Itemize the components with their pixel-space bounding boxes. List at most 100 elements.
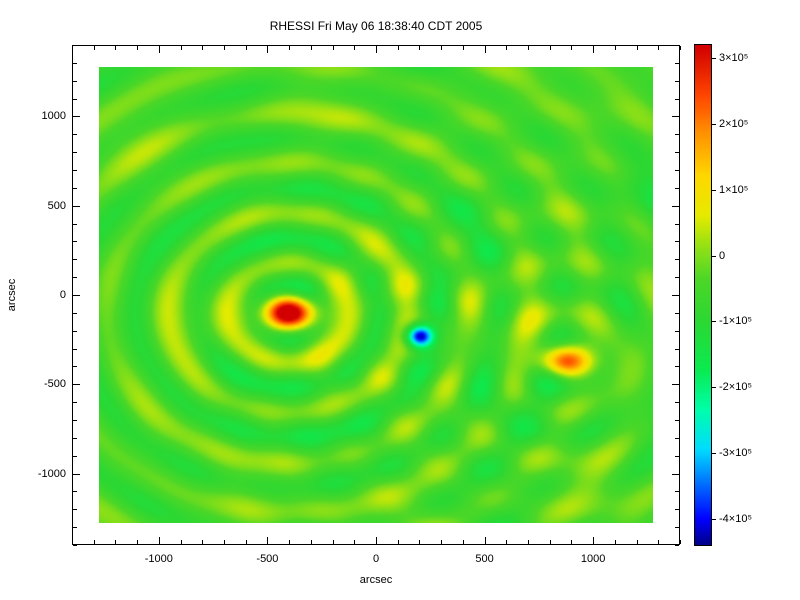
- y-minor-tick-left: [73, 348, 77, 350]
- x-minor-tick-top: [614, 46, 616, 50]
- x-minor-tick-top: [506, 46, 508, 50]
- x-major-tick-bottom: [267, 537, 269, 544]
- y-major-tick-left: [73, 205, 80, 207]
- y-minor-tick-right: [675, 366, 679, 368]
- x-minor-tick-bottom: [202, 540, 204, 544]
- x-minor-tick-top: [441, 46, 443, 50]
- x-minor-tick-bottom: [571, 540, 573, 544]
- x-minor-tick-bottom: [332, 540, 334, 544]
- y-minor-tick-right: [675, 62, 679, 64]
- colorbar-tick-label: -3×10⁵: [719, 446, 752, 459]
- colorbar-tick-mark: [712, 58, 716, 60]
- x-minor-tick-bottom: [137, 540, 139, 544]
- heatmap-image: [99, 67, 653, 523]
- y-minor-tick-left: [73, 545, 77, 546]
- colorbar-tick-mark: [712, 518, 716, 520]
- x-minor-tick-bottom: [419, 540, 421, 544]
- x-minor-tick-top: [658, 46, 660, 50]
- y-minor-tick-right: [675, 455, 679, 457]
- y-minor-tick-left: [73, 45, 77, 46]
- x-tick-label: 500: [475, 553, 494, 565]
- y-minor-tick-left: [73, 259, 77, 261]
- y-minor-tick-right: [675, 170, 679, 171]
- x-minor-tick-bottom: [680, 540, 681, 544]
- y-minor-tick-right: [675, 437, 679, 439]
- colorbar-tick-label: -1×10⁵: [719, 315, 752, 328]
- x-minor-tick-top: [636, 46, 638, 50]
- x-minor-tick-top: [332, 46, 334, 50]
- y-minor-tick-left: [73, 366, 77, 368]
- colorbar-frame: [694, 44, 712, 546]
- y-major-tick-right: [672, 473, 679, 475]
- y-minor-tick-left: [73, 241, 77, 243]
- y-minor-tick-right: [675, 420, 679, 421]
- x-minor-tick-bottom: [397, 540, 399, 544]
- y-tick-label: 500: [47, 199, 66, 212]
- y-major-tick-right: [672, 384, 679, 386]
- colorbar-tick-label: 3×10⁵: [719, 52, 749, 65]
- colorbar-tick-mark: [712, 387, 716, 389]
- y-major-tick-left: [73, 473, 80, 475]
- x-major-tick-bottom: [376, 537, 377, 544]
- y-minor-tick-right: [675, 223, 679, 225]
- x-minor-tick-bottom: [93, 540, 95, 544]
- x-minor-tick-top: [419, 46, 421, 50]
- x-minor-tick-bottom: [528, 540, 529, 544]
- y-major-tick-right: [672, 116, 679, 118]
- y-tick-label: -500: [43, 378, 66, 391]
- y-major-tick-left: [73, 116, 80, 118]
- x-minor-tick-bottom: [549, 540, 551, 544]
- x-minor-tick-top: [72, 46, 73, 50]
- y-major-tick-left: [73, 295, 80, 296]
- y-minor-tick-right: [675, 348, 679, 350]
- colorbar-gradient: [695, 45, 711, 545]
- y-minor-tick-left: [73, 491, 77, 493]
- x-minor-tick-bottom: [636, 540, 638, 544]
- y-minor-tick-left: [73, 420, 77, 421]
- y-minor-tick-left: [73, 187, 77, 189]
- x-major-tick-bottom: [484, 537, 486, 544]
- x-tick-label: 0: [372, 553, 380, 565]
- x-major-tick-bottom: [593, 537, 595, 544]
- x-minor-tick-top: [180, 46, 182, 50]
- y-minor-tick-left: [73, 80, 77, 82]
- y-minor-tick-right: [675, 277, 679, 279]
- colorbar-tick-mark: [712, 452, 716, 454]
- y-tick-label: -1000: [37, 467, 66, 480]
- x-minor-tick-top: [115, 46, 117, 50]
- y-minor-tick-right: [675, 98, 679, 100]
- x-minor-tick-top: [680, 46, 681, 50]
- y-tick-label: 1000: [41, 110, 66, 123]
- x-minor-tick-bottom: [72, 540, 73, 544]
- y-minor-tick-left: [73, 455, 77, 457]
- y-minor-tick-left: [73, 437, 77, 439]
- x-minor-tick-top: [224, 46, 225, 50]
- x-minor-tick-top: [202, 46, 204, 50]
- x-major-tick-top: [484, 46, 486, 53]
- y-major-tick-right: [672, 295, 679, 296]
- x-major-tick-top: [158, 46, 160, 53]
- x-minor-tick-bottom: [614, 540, 616, 544]
- y-minor-tick-right: [675, 509, 679, 511]
- x-major-tick-top: [376, 46, 377, 53]
- x-minor-tick-bottom: [289, 540, 291, 544]
- x-minor-tick-bottom: [224, 540, 225, 544]
- y-major-tick-left: [73, 384, 80, 386]
- x-minor-tick-top: [93, 46, 95, 50]
- colorbar-tick-label: 0: [719, 249, 726, 262]
- x-minor-tick-top: [462, 46, 464, 50]
- y-minor-tick-right: [675, 134, 679, 136]
- y-minor-tick-left: [73, 277, 77, 279]
- x-minor-tick-top: [571, 46, 573, 50]
- y-minor-tick-right: [675, 187, 679, 189]
- x-minor-tick-bottom: [506, 540, 508, 544]
- y-minor-tick-left: [73, 509, 77, 511]
- x-minor-tick-bottom: [441, 540, 443, 544]
- colorbar-tick-label: 2×10⁵: [719, 117, 749, 130]
- y-minor-tick-right: [675, 402, 679, 404]
- colorbar-tick-mark: [712, 189, 716, 191]
- y-minor-tick-right: [675, 152, 679, 154]
- colorbar-tick-label: -2×10⁵: [719, 381, 752, 394]
- y-minor-tick-left: [73, 527, 77, 529]
- x-minor-tick-top: [528, 46, 529, 50]
